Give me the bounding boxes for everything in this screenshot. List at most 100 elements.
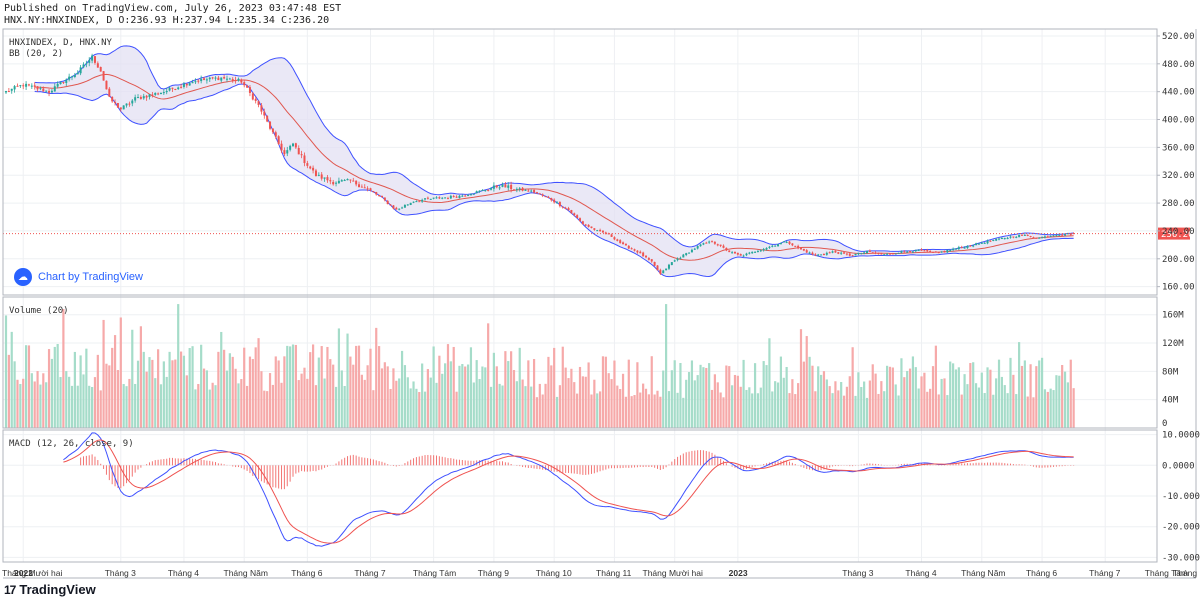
candle [693,248,696,250]
candle [515,188,518,190]
candle [917,249,920,251]
volume-bar [512,370,516,428]
volume-bar [400,350,404,428]
pane-frame [2,296,1158,429]
volume-bar [610,379,613,428]
volume-bar [205,370,208,428]
candle [194,81,197,83]
volume-bar [251,359,254,428]
y-tick-label: 320.00 [1162,171,1195,181]
volume-bar [581,376,584,428]
volume-bar [1066,382,1069,428]
volume-bar [200,344,203,428]
volume-bar [257,338,260,428]
candle [521,187,524,191]
candle [739,254,742,256]
volume-bar [794,394,797,428]
candle [137,97,140,99]
candle [983,242,986,244]
candle [257,101,260,105]
bb-label: BB (20, 2) [9,49,63,59]
candle [157,93,160,95]
volume-bar [857,372,860,428]
volume-bar [785,366,788,428]
volume-bar [1003,385,1006,428]
volume-bar [197,384,200,428]
candle [596,230,599,232]
candle [940,251,943,253]
volume-bar [1018,342,1021,428]
candle [943,250,946,252]
candle [719,244,722,246]
candle [248,87,251,93]
candle [685,253,688,256]
candle [960,247,963,249]
candle [937,252,940,254]
volume-bar [177,304,180,428]
candle [22,85,25,87]
candle [1020,234,1023,236]
candle [317,174,320,176]
volume-bar [225,370,229,428]
x-tick-label: 2022 [14,568,33,578]
volume-bar [667,391,671,428]
candle [73,74,76,77]
volume-bar [1061,365,1064,428]
volume-bar [865,397,869,428]
candle [205,79,208,81]
volume-bar [484,367,487,428]
candle [441,197,444,199]
candle [811,252,814,255]
volume-bar [937,394,940,428]
volume-bar [1052,390,1055,428]
volume-bar [13,361,16,428]
x-tick-label: Tháng Tám [1145,568,1188,578]
volume-bar [487,323,490,428]
volume-bar [136,360,140,428]
footer-logo[interactable]: 17 TradingView [4,582,96,597]
volume-bar [53,346,56,428]
candle [550,198,553,201]
candle [825,252,828,255]
chart-by-tradingview[interactable]: ☁ Chart by TradingView [14,268,143,286]
volume-bar [22,378,25,428]
volume-bar [280,382,283,428]
candle [320,174,323,179]
volume-bar [159,384,163,428]
volume-bar [309,352,312,428]
volume-bar [116,370,120,428]
candle [837,252,840,254]
candle [843,252,846,254]
volume-bar [271,384,275,428]
candle [1043,236,1046,238]
volume-bar [518,347,521,428]
candle [355,180,358,185]
candle [725,247,728,251]
candle [274,132,277,137]
volume-bar [708,363,711,428]
volume-bar [940,378,943,428]
volume-bar [478,379,481,428]
candle [866,251,868,253]
volume-bar [289,346,292,428]
volume-bar [673,360,676,428]
candle [914,249,917,252]
volume-bar [208,389,211,428]
candle [911,251,914,253]
volume-tick-label: 0 [1162,419,1167,429]
candle [13,86,16,90]
candle [553,199,556,203]
candle [897,252,900,254]
candle [877,253,880,255]
volume-bar [619,389,622,428]
volume-bar [228,353,231,428]
candle [165,90,168,93]
candle [633,249,636,251]
volume-bar [558,385,562,428]
candle [1038,237,1041,239]
candle [174,88,177,90]
candles: 236.20 [3,53,1194,275]
candle [510,184,513,190]
volume-bar [845,386,849,428]
